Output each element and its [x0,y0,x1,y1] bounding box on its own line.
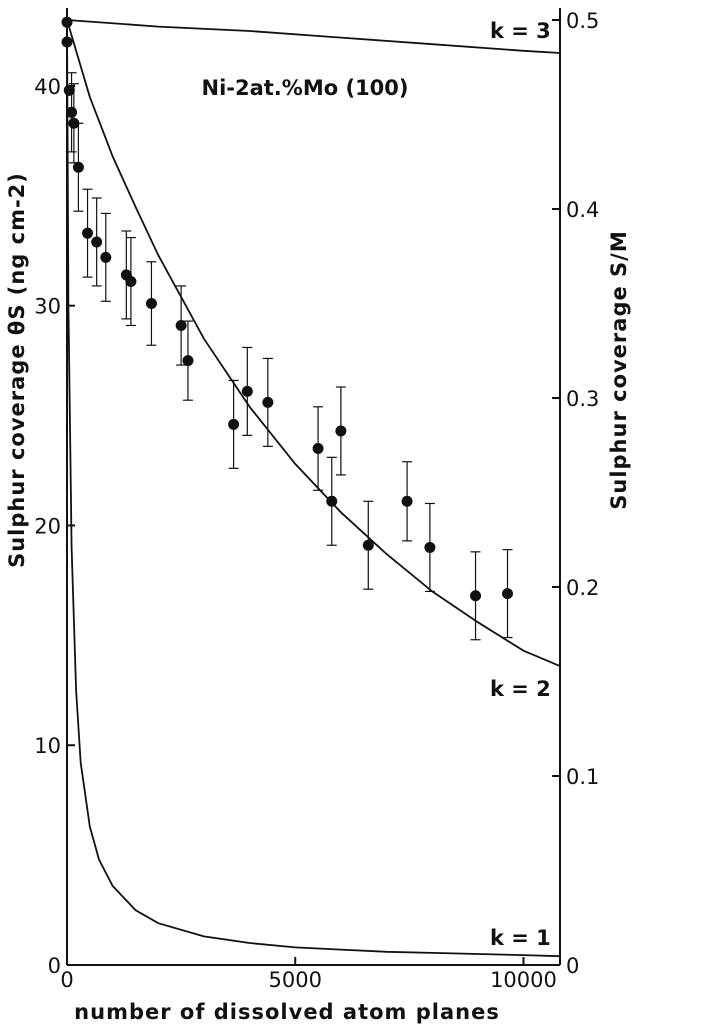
x-tick-label-0: 0 [60,968,73,992]
data-point-7 [91,236,103,248]
data-point-6 [82,227,94,239]
x-tick-label-1: 5000 [269,968,322,992]
data-point-18 [326,495,338,507]
data-point-10 [125,276,137,288]
data-point-0 [61,16,73,28]
data-point-1 [61,36,73,48]
data-point-4 [68,117,80,129]
y-left-tick-label-1: 10 [34,734,61,758]
curve-label-k2: k = 2 [490,677,551,701]
axes [66,8,561,966]
curve-k3 [66,19,561,54]
data-point-20 [362,539,374,551]
y-left-tick-label-4: 40 [34,75,61,99]
model-curves [66,19,561,958]
data-point-2 [63,84,75,96]
data-point-13 [182,355,194,367]
chart-title: Ni-2at.%Mo (100) [202,76,409,100]
x-axis-title: number of dissolved atom planes [74,1000,500,1024]
y-right-tick-label-1: 0.1 [566,765,599,789]
data-point-11 [145,298,157,309]
y-right-tick-label-4: 0.4 [566,198,599,222]
data-point-8 [100,251,112,263]
data-point-19 [335,425,347,437]
data-point-15 [241,385,253,397]
y-right-tick-label-3: 0.3 [566,387,599,411]
y-axis-title-right: Sulphur coverage S/M [607,230,631,510]
y-right-tick-label-2: 0.2 [566,576,599,600]
data-point-24 [502,588,514,600]
data-point-17 [312,443,324,455]
y-right-tick-label-0: 0 [566,954,579,978]
tick-labels: 0 5000 10000 0 10 20 30 40 0 0.1 0.2 0.3 0.4 0.5 [34,9,599,992]
data-point-21 [401,495,413,507]
y-axis-title-left: Sulphur coverage θS (ng cm-2) [5,172,29,568]
y-left-tick-label-2: 20 [34,514,61,538]
curve-k2 [66,19,561,667]
error-bars [66,72,513,641]
data-point-22 [424,541,436,553]
y-left-tick-label-0: 0 [48,954,61,978]
data-point-16 [262,396,274,408]
measured-points [61,16,514,602]
y-left-tick-label-3: 30 [34,295,61,319]
curve-label-k1: k = 1 [490,926,551,950]
data-point-5 [72,161,84,173]
data-point-23 [470,590,482,602]
data-point-3 [66,106,78,118]
curve-label-k3: k = 3 [490,19,551,43]
x-tick-label-2: 10000 [490,968,557,992]
chart-text: Ni-2at.%Mo (100) number of dissolved ato… [5,19,631,1024]
curve-k1 [66,19,561,958]
data-point-12 [175,319,187,331]
data-point-14 [228,418,240,430]
y-right-tick-label-5: 0.5 [566,9,599,33]
